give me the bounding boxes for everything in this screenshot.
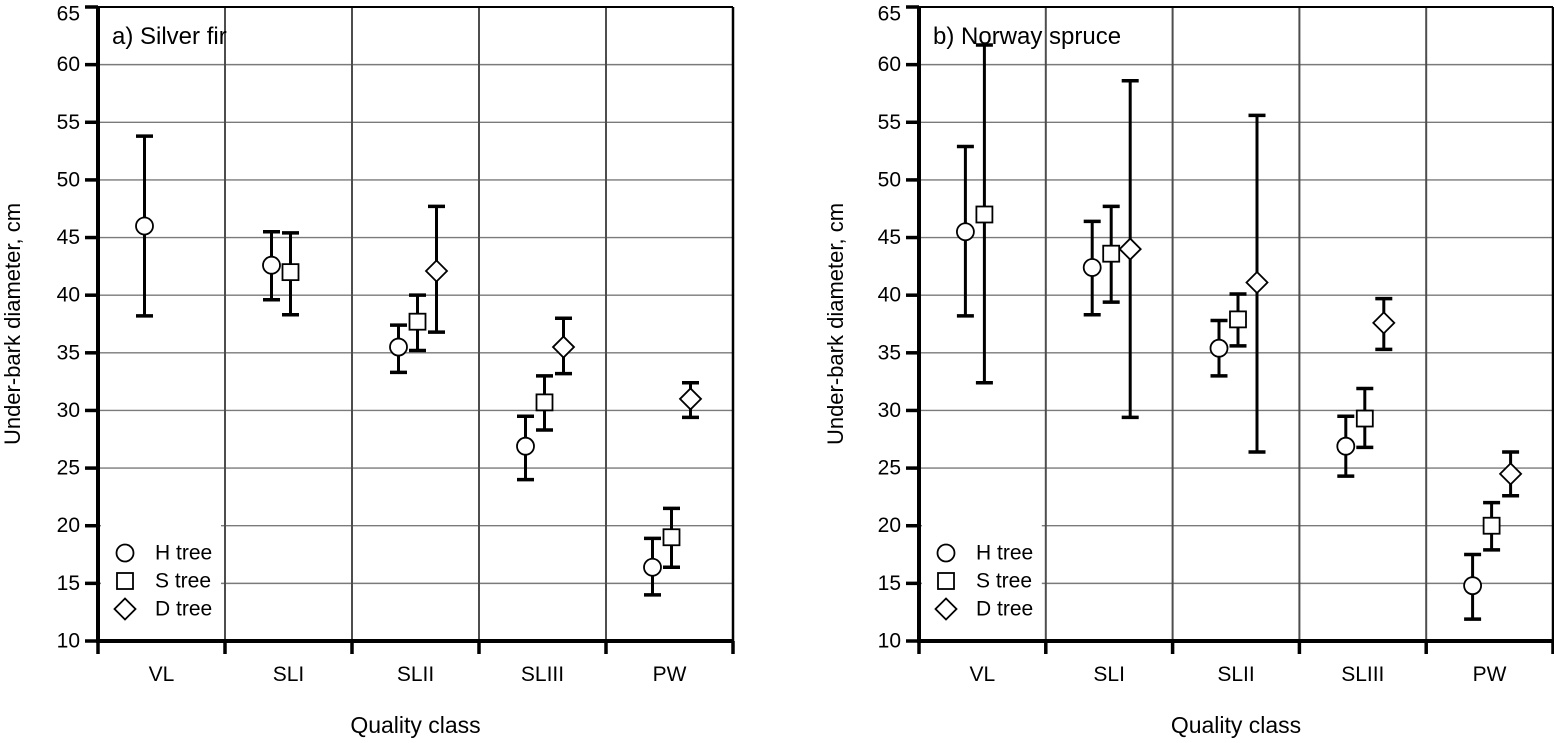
marker-circle-SLIII bbox=[1336, 436, 1356, 456]
y-tick-label: 25 bbox=[57, 457, 80, 480]
y-tick-label: 50 bbox=[57, 168, 80, 191]
legend: H tree S tree D tree bbox=[922, 523, 1042, 637]
legend-label: H tree bbox=[976, 542, 1033, 565]
marker-circle-SLIII bbox=[516, 436, 535, 456]
x-category-label: SLII bbox=[1217, 663, 1254, 686]
x-category-label: SLII bbox=[397, 663, 434, 686]
y-axis-title: Under-bark diameter, cm bbox=[823, 203, 848, 445]
y-tick-label: 20 bbox=[878, 514, 901, 537]
y-tick-label: 35 bbox=[57, 341, 80, 364]
x-axis-title: Quality class bbox=[1171, 712, 1301, 738]
legend: H tree S tree D tree bbox=[101, 523, 221, 637]
legend-item: S tree bbox=[116, 570, 211, 593]
y-tick-label: 40 bbox=[57, 284, 80, 307]
x-category-label: VL bbox=[970, 663, 996, 686]
y-tick-label: 40 bbox=[878, 284, 901, 307]
y-tick-label: 60 bbox=[57, 53, 80, 76]
legend-swatch-circle bbox=[936, 543, 956, 563]
legend-swatch-square bbox=[116, 572, 134, 590]
y-tick-label: 60 bbox=[878, 53, 901, 76]
y-tick-label: 30 bbox=[878, 399, 901, 422]
legend-swatch-diamond bbox=[934, 597, 958, 621]
x-category-label: SLIII bbox=[1341, 663, 1384, 686]
marker-circle-VL bbox=[956, 222, 975, 242]
legend-label: S tree bbox=[976, 570, 1032, 593]
y-tick-label: 65 bbox=[878, 3, 901, 26]
legend-item: D tree bbox=[934, 597, 1033, 621]
y-tick-label: 30 bbox=[57, 399, 80, 422]
x-category-label: SLIII bbox=[521, 663, 564, 686]
y-tick-label: 15 bbox=[57, 572, 80, 595]
marker-circle-SLII bbox=[1209, 338, 1229, 358]
marker-diamond-PW bbox=[1498, 462, 1523, 486]
marker-circle-SLII bbox=[389, 337, 408, 357]
panel-a: 10 15 20 25 30 35 40 45 50 55 60 65 VL SLI SLII SLIII PW… bbox=[0, 3, 735, 738]
x-axis-title: Quality class bbox=[350, 712, 480, 738]
marker-circle-SLI bbox=[262, 255, 281, 275]
marker-diamond-SLIII bbox=[551, 335, 576, 359]
legend-item: S tree bbox=[937, 570, 1032, 593]
y-tick-label: 45 bbox=[57, 226, 80, 249]
y-tick-label: 10 bbox=[878, 630, 901, 653]
x-category-label: SLI bbox=[273, 663, 305, 686]
y-tick-label: 25 bbox=[878, 457, 901, 480]
marker-circle-SLI bbox=[1082, 258, 1102, 277]
y-tick-label: 55 bbox=[878, 111, 901, 134]
marker-square-SLII bbox=[1229, 310, 1247, 329]
legend-swatch-circle bbox=[115, 543, 135, 563]
panel-title: a) Silver fir bbox=[112, 23, 227, 50]
legend-item: H tree bbox=[115, 542, 212, 565]
legend-swatch-square bbox=[937, 572, 955, 590]
panel-b: 10 15 20 25 30 35 40 45 50 55 60 65 VL SLI SLII SLIII PW… bbox=[823, 3, 1554, 738]
y-axis-title: Under-bark diameter, cm bbox=[0, 203, 25, 445]
marker-diamond-SLII bbox=[424, 259, 449, 283]
legend-label: D tree bbox=[155, 598, 212, 621]
y-tick-label: 50 bbox=[878, 168, 901, 191]
marker-square-PW bbox=[1482, 516, 1501, 535]
legend-label: S tree bbox=[155, 570, 211, 593]
legend-item: H tree bbox=[936, 542, 1033, 565]
marker-square-PW bbox=[662, 528, 681, 547]
x-category-label: SLI bbox=[1093, 663, 1125, 686]
y-tick-label: 20 bbox=[57, 514, 80, 537]
x-category-label: PW bbox=[653, 663, 687, 686]
y-tick-label: 10 bbox=[57, 630, 80, 653]
x-category-label: PW bbox=[1473, 663, 1507, 686]
marker-diamond-PW bbox=[678, 387, 703, 411]
legend-label: H tree bbox=[155, 542, 212, 565]
marker-square-SLI bbox=[281, 263, 300, 282]
marker-circle-PW bbox=[1463, 576, 1482, 596]
marker-circle-VL bbox=[135, 216, 154, 236]
y-tick-label: 45 bbox=[878, 226, 901, 249]
y-tick-label: 65 bbox=[57, 3, 80, 26]
legend-label: D tree bbox=[976, 598, 1033, 621]
marker-square-SLII bbox=[408, 312, 427, 331]
marker-square-VL bbox=[975, 205, 994, 224]
marker-diamond-SLII bbox=[1245, 270, 1269, 295]
y-tick-label: 15 bbox=[878, 572, 901, 595]
y-tick-label: 35 bbox=[878, 341, 901, 364]
marker-square-SLIII bbox=[535, 393, 554, 412]
y-tick-label: 55 bbox=[57, 111, 80, 134]
marker-square-SLI bbox=[1102, 244, 1121, 263]
marker-diamond-SLI bbox=[1118, 237, 1142, 261]
panel-title: b) Norway spruce bbox=[933, 23, 1121, 50]
marker-diamond-SLIII bbox=[1372, 311, 1396, 335]
legend-swatch-diamond bbox=[113, 597, 137, 621]
legend-item: D tree bbox=[113, 597, 212, 621]
marker-square-SLIII bbox=[1355, 409, 1374, 428]
marker-circle-PW bbox=[643, 557, 662, 577]
x-category-label: VL bbox=[149, 663, 175, 686]
